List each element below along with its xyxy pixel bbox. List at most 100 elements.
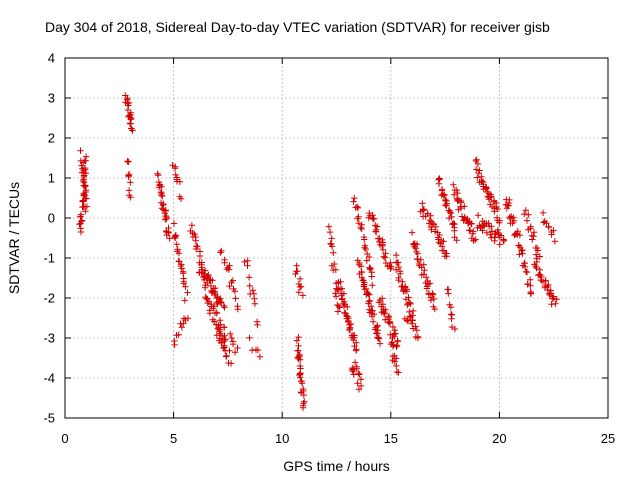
data-point-plus <box>162 207 169 214</box>
data-point-plus <box>496 241 503 248</box>
data-point-plus <box>423 274 430 281</box>
data-point-plus <box>128 125 135 132</box>
data-point-plus <box>419 200 426 207</box>
data-point-plus <box>375 334 383 342</box>
data-point-plus <box>325 223 333 230</box>
data-point-plus <box>429 291 437 298</box>
data-point-plus <box>496 217 503 224</box>
y-tick-label: -4 <box>43 371 55 386</box>
data-point-plus <box>215 322 222 329</box>
data-point-plus <box>413 327 421 334</box>
data-point-plus <box>393 362 400 370</box>
data-point-plus <box>227 330 234 338</box>
data-point-plus <box>177 195 185 202</box>
data-point-plus <box>410 307 417 315</box>
x-tick-label: 0 <box>61 431 68 446</box>
data-point-plus <box>350 198 357 205</box>
data-point-plus <box>171 233 178 241</box>
data-point-plus <box>447 304 455 311</box>
data-point-plus <box>83 203 91 210</box>
data-point-plus <box>296 275 304 283</box>
data-point-plus <box>216 328 223 335</box>
data-point-plus <box>527 276 534 283</box>
data-point-plus <box>374 327 381 334</box>
data-point-plus <box>516 251 523 258</box>
data-point-plus <box>251 295 258 302</box>
data-point-plus <box>423 285 431 292</box>
data-point-plus <box>449 220 457 227</box>
data-point-plus <box>451 325 459 333</box>
data-point-plus <box>228 279 235 286</box>
data-point-plus <box>420 206 428 213</box>
data-point-plus <box>420 261 427 268</box>
data-point-plus <box>194 243 201 250</box>
data-point-plus <box>521 260 528 267</box>
data-point-plus <box>379 246 387 253</box>
data-point-plus <box>472 236 479 243</box>
data-point-plus <box>394 259 402 266</box>
data-point-plus <box>357 263 365 270</box>
y-axis-label: SDTVAR / TECUs <box>6 182 22 294</box>
data-point-plus <box>78 218 85 225</box>
data-point-plus <box>479 227 486 234</box>
data-point-plus <box>500 236 507 243</box>
data-point-plus <box>370 311 378 318</box>
data-point-plus <box>171 165 179 172</box>
data-point-plus <box>412 323 419 330</box>
data-point-plus <box>447 209 455 217</box>
data-point-plus <box>191 231 198 238</box>
data-point-plus <box>204 299 211 307</box>
data-point-plus <box>196 248 204 255</box>
data-point-plus <box>225 266 233 273</box>
data-point-plus <box>176 178 184 185</box>
data-point-plus <box>450 181 457 188</box>
data-point-plus <box>385 315 392 323</box>
data-point-plus <box>218 339 225 347</box>
data-point-plus <box>192 237 199 244</box>
data-point-plus <box>393 355 400 362</box>
data-point-plus <box>125 158 132 165</box>
data-point-plus <box>161 210 168 217</box>
data-point-plus <box>293 337 301 344</box>
data-point-plus <box>515 242 522 249</box>
data-point-plus <box>232 295 239 302</box>
data-point-plus <box>158 205 166 212</box>
data-point-plus <box>474 174 481 181</box>
data-point-plus <box>205 271 212 279</box>
data-point-plus <box>482 185 490 192</box>
data-point-plus <box>397 270 404 277</box>
data-point-plus <box>521 210 528 218</box>
data-point-plus <box>448 213 455 221</box>
data-point-plus <box>441 191 448 198</box>
data-point-plus <box>436 231 443 239</box>
data-point-plus <box>330 249 337 256</box>
data-point-plus <box>447 311 455 318</box>
data-point-plus <box>381 254 389 261</box>
y-tick-label: 4 <box>48 51 55 66</box>
data-point-plus <box>432 223 439 231</box>
data-point-plus <box>488 223 495 230</box>
data-point-plus <box>529 236 536 243</box>
data-point-plus <box>366 253 373 261</box>
data-point-plus <box>530 233 537 240</box>
data-point-plus <box>483 229 491 236</box>
data-point-plus <box>77 147 84 154</box>
data-point-plus <box>350 371 357 378</box>
data-point-plus <box>390 341 397 348</box>
data-point-plus <box>379 301 387 308</box>
data-point-plus <box>468 220 475 228</box>
data-point-plus <box>457 199 465 206</box>
data-point-plus <box>521 263 529 271</box>
y-tick-label: -5 <box>43 411 55 426</box>
data-point-plus <box>392 330 399 337</box>
data-point-plus <box>354 215 361 222</box>
data-point-plus <box>363 257 370 264</box>
data-point-plus <box>198 266 206 273</box>
data-point-plus <box>332 293 340 300</box>
data-point-plus <box>474 160 482 168</box>
data-point-plus <box>382 306 389 313</box>
data-point-plus <box>440 238 447 245</box>
data-point-plus <box>251 300 259 307</box>
data-point-plus <box>218 247 225 255</box>
data-point-plus <box>77 213 84 220</box>
